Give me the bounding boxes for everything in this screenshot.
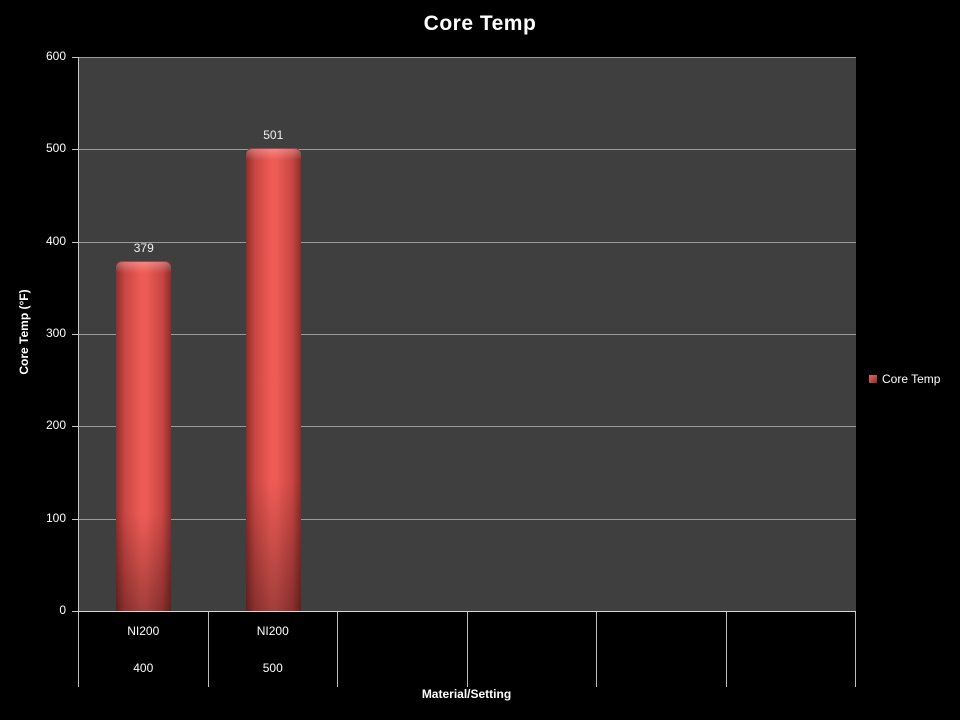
y-tick-mark-100 xyxy=(72,518,78,520)
y-tick-label-300: 300 xyxy=(45,326,66,340)
gridline-100 xyxy=(79,518,856,520)
y-tick-label-500: 500 xyxy=(45,141,66,156)
legend-swatch-icon xyxy=(869,375,877,383)
x-axis-title: Material/Setting xyxy=(421,687,512,701)
category-cell-1: NI200 400 xyxy=(79,612,209,687)
gridline-600 xyxy=(79,57,856,58)
category-cell-6 xyxy=(727,612,856,687)
y-tick-mark-600 xyxy=(72,57,78,58)
gridline-500 xyxy=(79,149,856,151)
category-cell-3 xyxy=(338,612,468,687)
y-tick-label-100: 100 xyxy=(45,510,66,525)
x-axis-category-labels: NI200 400 NI200 500 xyxy=(78,612,856,687)
legend-label: Core Temp xyxy=(882,372,941,386)
legend: Core Temp xyxy=(869,372,940,386)
category-label-material: NI200 xyxy=(256,624,289,638)
y-tick-mark-200 xyxy=(72,426,78,428)
y-tick-label-0: 0 xyxy=(59,603,66,617)
y-tick-mark-400 xyxy=(72,241,78,243)
chart-title: Core Temp xyxy=(423,12,537,35)
gridline-300 xyxy=(79,334,856,335)
y-tick-label-600: 600 xyxy=(45,49,66,63)
y-tick-mark-0 xyxy=(72,611,78,612)
category-cell-2: NI200 500 xyxy=(209,612,338,687)
gridline-400 xyxy=(79,241,856,243)
plot-area: 379 501 xyxy=(78,57,856,612)
bar-NI200-400 xyxy=(116,261,172,611)
bar-data-label: 379 xyxy=(133,241,154,255)
category-cell-4 xyxy=(468,612,597,687)
bar-NI200-500 xyxy=(245,148,301,611)
category-label-material: NI200 xyxy=(127,624,160,638)
y-tick-mark-500 xyxy=(72,149,78,151)
y-tick-label-400: 400 xyxy=(45,233,66,248)
category-label-setting: 400 xyxy=(133,661,154,675)
gridline-200 xyxy=(79,426,856,428)
category-label-setting: 500 xyxy=(262,661,283,675)
category-cell-5 xyxy=(597,612,727,687)
y-tick-mark-300 xyxy=(72,334,78,335)
y-tick-label-200: 200 xyxy=(45,418,66,433)
bar-data-label: 501 xyxy=(263,128,284,142)
